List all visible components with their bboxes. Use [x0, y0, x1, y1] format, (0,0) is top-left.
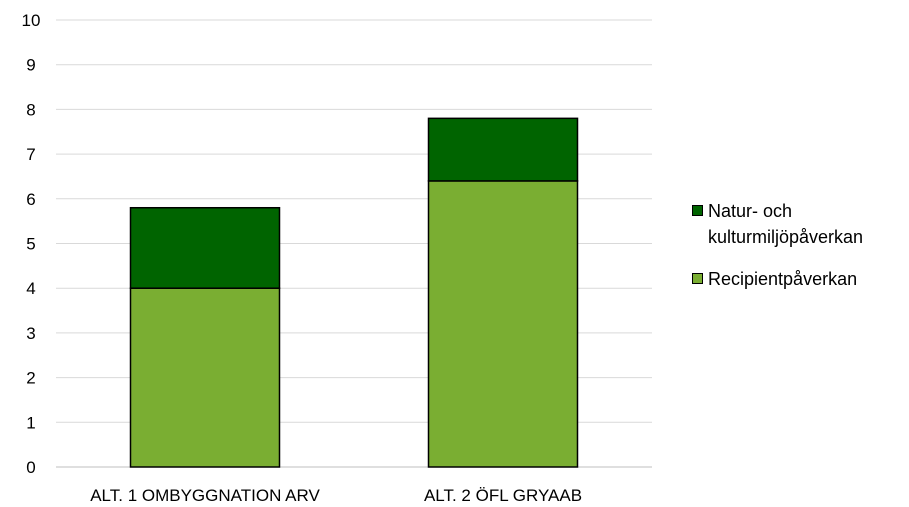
bars	[129, 117, 579, 468]
legend-swatch-recipient	[692, 273, 703, 284]
y-tick-label: 5	[26, 235, 35, 254]
legend-item-natur: Natur- och kulturmiljöpåverkan	[692, 198, 909, 250]
y-tick-label: 6	[26, 190, 35, 209]
y-tick-label: 3	[26, 324, 35, 343]
y-tick-label: 1	[26, 413, 35, 432]
bar-segment	[129, 287, 281, 468]
legend-label-natur-line2: kulturmiljöpåverkan	[708, 227, 864, 247]
y-tick-label: 8	[26, 100, 35, 119]
x-axis: ALT. 1 OMBYGGNATION ARV ALT. 2 ÖFL GRYAAB	[90, 486, 582, 505]
y-tick-label: 10	[22, 11, 41, 30]
y-tick-label: 9	[26, 56, 35, 75]
legend-swatch-natur	[692, 205, 703, 216]
legend: Natur- och kulturmiljöpåverkan Recipient…	[692, 198, 909, 308]
x-category-label: ALT. 2 ÖFL GRYAAB	[424, 486, 582, 505]
legend-label-recipient: Recipientpåverkan	[708, 269, 858, 289]
bar-segment	[427, 117, 579, 182]
bar-segment	[129, 206, 281, 289]
y-tick-label: 2	[26, 369, 35, 388]
legend-label-natur-line1: Natur- och	[708, 201, 793, 221]
bar-segment	[427, 180, 579, 468]
y-tick-label: 7	[26, 145, 35, 164]
x-category-label: ALT. 1 OMBYGGNATION ARV	[90, 486, 320, 505]
legend-item-recipient: Recipientpåverkan	[692, 266, 909, 292]
y-tick-label: 4	[26, 279, 35, 298]
y-tick-label: 0	[26, 458, 35, 477]
y-axis: 0 1 2 3 4 5 6 7 8 9 10	[22, 11, 41, 477]
